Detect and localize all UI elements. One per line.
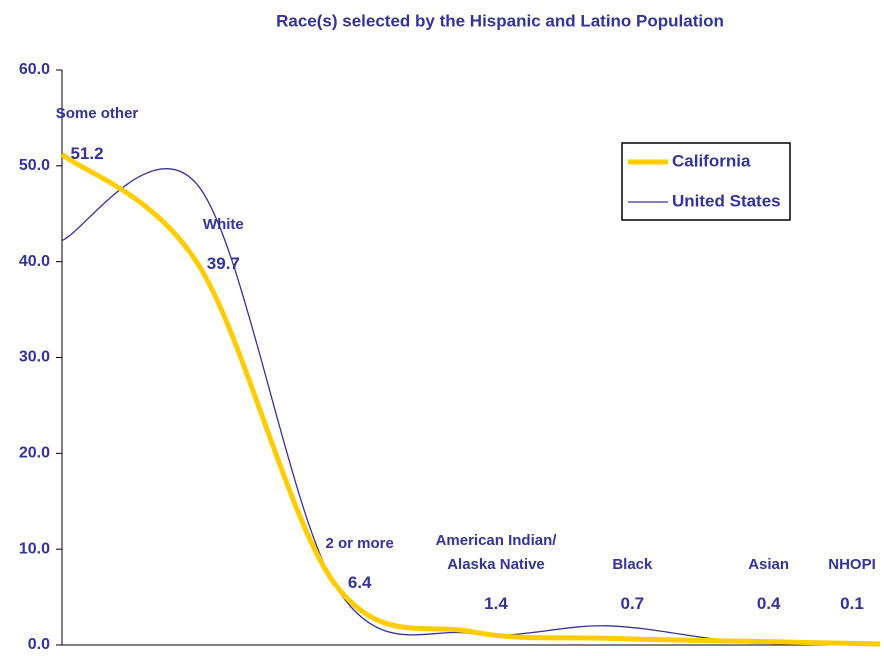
category-label: White (202, 215, 244, 233)
category-label: Some other (55, 105, 139, 123)
category-label: Black (612, 555, 653, 573)
category-label: Asian (748, 555, 790, 573)
category-label: 2 or more (325, 534, 394, 552)
y-tick-label: 0.0 (28, 636, 50, 653)
category-label: NHOPI (828, 555, 876, 573)
chart-title: Race(s) selected by the Hispanic and Lat… (276, 11, 724, 30)
data-label: 6.4 (348, 573, 372, 592)
y-tick-label: 20.0 (19, 445, 50, 462)
category-label: American Indian/ Alaska Native (435, 531, 557, 573)
legend-label: United States (672, 191, 781, 210)
y-tick-label: 30.0 (19, 349, 50, 366)
y-tick-label: 40.0 (19, 253, 50, 270)
series-line (60, 152, 881, 647)
y-tick-label: 10.0 (19, 540, 50, 557)
data-label: 0.7 (621, 594, 645, 613)
y-tick-label: 50.0 (19, 157, 50, 174)
legend: California United States (621, 142, 791, 221)
legend-box (621, 142, 791, 221)
data-label: 0.4 (757, 594, 781, 613)
y-tick-label: 60.0 (19, 61, 50, 78)
data-label: 0.1 (840, 594, 864, 613)
data-label: 51.2 (70, 144, 103, 163)
data-label: 39.7 (207, 254, 240, 273)
legend-label: California (672, 151, 751, 170)
data-label: 1.4 (484, 594, 508, 613)
